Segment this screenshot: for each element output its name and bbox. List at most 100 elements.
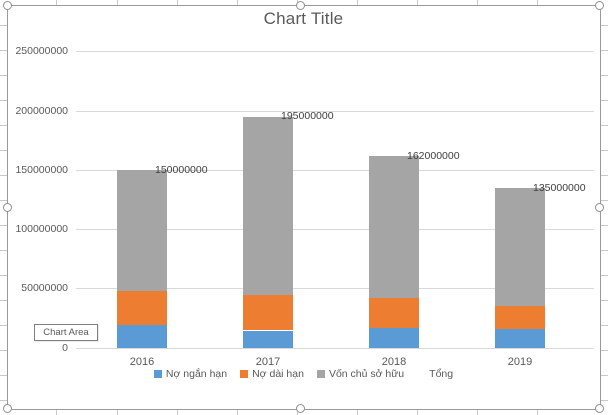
legend-item-label: Nợ dài hạn bbox=[252, 368, 304, 380]
chart-title[interactable]: Chart Title bbox=[263, 9, 344, 28]
selection-handle-ml[interactable] bbox=[2, 202, 12, 212]
y-axis-tick-label[interactable]: 150000000 bbox=[15, 163, 68, 176]
legend-item-label: Vốn chủ sở hữu bbox=[328, 368, 405, 380]
worksheet-row-tick bbox=[0, 275, 7, 276]
worksheet-column-tick bbox=[357, 0, 358, 6]
legend-item-label: Nợ ngắn hạn bbox=[165, 368, 228, 380]
worksheet-row-tick bbox=[0, 75, 7, 76]
bar-segment-2016[interactable] bbox=[117, 324, 167, 349]
worksheet-row-tick bbox=[601, 100, 608, 101]
worksheet-column-tick bbox=[537, 409, 538, 415]
major-gridline bbox=[76, 347, 594, 349]
worksheet-column-tick bbox=[177, 409, 178, 415]
worksheet-row-tick bbox=[601, 50, 608, 51]
worksheet-row-tick bbox=[0, 50, 7, 51]
y-axis-tick-label[interactable]: 100000000 bbox=[15, 223, 68, 236]
legend-item[interactable]: Nợ dài hạn bbox=[240, 368, 304, 380]
y-axis-tick-label[interactable]: 50000000 bbox=[21, 282, 68, 295]
bar-segment-2016[interactable] bbox=[117, 291, 167, 325]
major-gridline bbox=[76, 110, 594, 112]
legend-item-label: Tổng bbox=[429, 368, 454, 380]
worksheet-row-tick bbox=[0, 350, 7, 351]
bar-segment-2018[interactable] bbox=[369, 156, 419, 299]
bar-segment-2017[interactable] bbox=[243, 330, 293, 349]
legend-swatch-icon bbox=[240, 370, 249, 378]
worksheet-row-tick bbox=[0, 175, 7, 176]
selection-handle-bm[interactable] bbox=[296, 404, 305, 413]
bar-segment-2019[interactable] bbox=[495, 305, 545, 330]
worksheet-row-tick bbox=[601, 200, 608, 201]
worksheet-column-tick bbox=[537, 0, 538, 6]
selection-handle-tr[interactable] bbox=[595, 0, 604, 10]
worksheet-row-tick bbox=[0, 200, 7, 201]
major-gridline bbox=[76, 229, 594, 231]
worksheet-column-tick bbox=[417, 0, 418, 6]
worksheet-row-tick bbox=[601, 25, 608, 26]
selection-handle-tl[interactable] bbox=[2, 0, 12, 10]
legend-item[interactable]: Vốn chủ sở hữu bbox=[316, 368, 405, 380]
worksheet-column-tick bbox=[117, 409, 118, 415]
major-gridline bbox=[76, 288, 594, 290]
worksheet-row-tick bbox=[0, 250, 7, 251]
worksheet-row-tick bbox=[0, 400, 7, 401]
major-gridline bbox=[76, 169, 594, 171]
worksheet-row-tick bbox=[0, 150, 7, 151]
legend-swatch-icon bbox=[316, 370, 325, 378]
worksheet-column-tick bbox=[357, 409, 358, 415]
worksheet-row-tick bbox=[601, 375, 608, 376]
worksheet-column-tick bbox=[417, 409, 418, 415]
worksheet-column-tick bbox=[117, 0, 118, 6]
bar-segment-2017[interactable] bbox=[243, 116, 293, 295]
worksheet-row-tick bbox=[601, 300, 608, 301]
worksheet-column-tick bbox=[56, 409, 57, 415]
worksheet-row-tick bbox=[601, 325, 608, 326]
worksheet-column-tick bbox=[237, 409, 238, 415]
worksheet-column-tick bbox=[237, 0, 238, 6]
worksheet-row-tick bbox=[601, 225, 608, 226]
bar-segment-2018[interactable] bbox=[369, 328, 419, 349]
bar-segment-2018[interactable] bbox=[369, 298, 419, 329]
worksheet-row-tick bbox=[0, 300, 7, 301]
major-gridline bbox=[76, 51, 594, 53]
bar-segment-2016[interactable] bbox=[117, 170, 167, 292]
worksheet-column-tick bbox=[177, 0, 178, 6]
legend-item[interactable]: Tổng bbox=[417, 368, 453, 380]
selection-handle-mr[interactable] bbox=[595, 202, 604, 212]
worksheet-row-tick bbox=[0, 125, 7, 126]
worksheet-row-tick bbox=[601, 400, 608, 401]
data-label-total[interactable]: 195000000 bbox=[281, 110, 334, 123]
y-axis-tick-label[interactable]: 0 bbox=[62, 341, 68, 354]
worksheet-row-tick bbox=[601, 150, 608, 151]
worksheet-column-tick bbox=[477, 0, 478, 6]
legend-swatch-hidden bbox=[417, 370, 425, 378]
chart-area-tooltip: Chart Area bbox=[34, 324, 98, 341]
worksheet-column-tick bbox=[56, 0, 57, 6]
x-axis-category-label[interactable]: 2016 bbox=[129, 356, 155, 368]
x-axis-category-label[interactable]: 2018 bbox=[381, 356, 407, 368]
data-label-total[interactable]: 162000000 bbox=[407, 149, 460, 162]
x-axis-category-label[interactable]: 2019 bbox=[507, 356, 533, 368]
worksheet-row-tick bbox=[0, 375, 7, 376]
chart-legend[interactable]: Nợ ngắn hạn Nợ dài hạn Vốn chủ sở hữu Tổng bbox=[7, 368, 600, 380]
worksheet-row-tick bbox=[0, 225, 7, 226]
data-label-total[interactable]: 150000000 bbox=[155, 163, 208, 176]
bar-segment-2019[interactable] bbox=[495, 329, 545, 349]
legend-item[interactable]: Nợ ngắn hạn bbox=[153, 368, 228, 380]
selection-handle-tm[interactable] bbox=[296, 0, 305, 10]
chart-area-tooltip-label: Chart Area bbox=[43, 327, 89, 338]
worksheet-row-tick bbox=[601, 175, 608, 176]
bar-segment-2017[interactable] bbox=[243, 294, 293, 331]
selection-handle-bl[interactable] bbox=[2, 404, 12, 413]
bar-segment-2019[interactable] bbox=[495, 188, 545, 306]
worksheet-row-tick bbox=[601, 75, 608, 76]
data-label-total[interactable]: 135000000 bbox=[533, 181, 586, 194]
worksheet-row-tick bbox=[601, 350, 608, 351]
y-axis-tick-label[interactable]: 200000000 bbox=[15, 104, 68, 117]
legend-swatch-icon bbox=[153, 370, 162, 378]
x-axis-category-label[interactable]: 2017 bbox=[255, 356, 281, 368]
worksheet-row-tick bbox=[601, 275, 608, 276]
worksheet-row-tick bbox=[601, 125, 608, 126]
selection-handle-br[interactable] bbox=[595, 404, 604, 413]
y-axis-tick-label[interactable]: 250000000 bbox=[15, 45, 68, 58]
